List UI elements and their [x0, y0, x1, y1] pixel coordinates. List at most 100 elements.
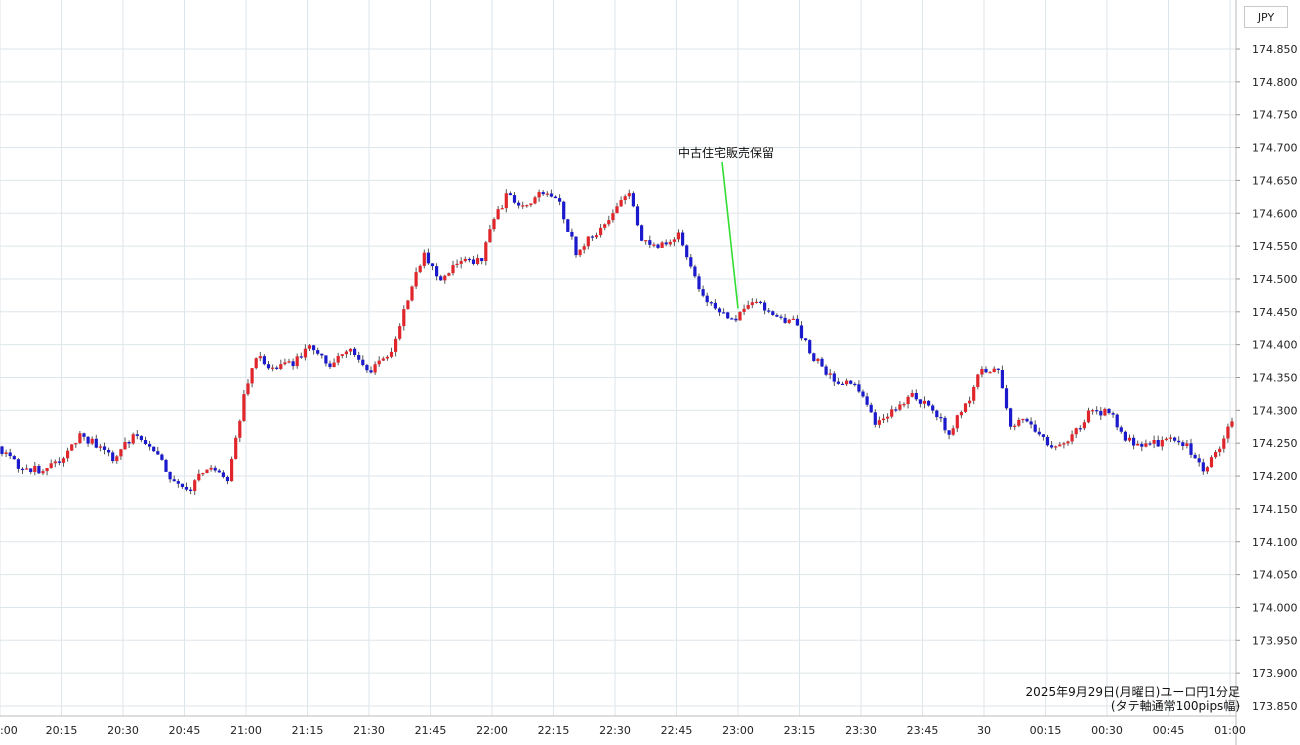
candle-up — [668, 241, 672, 245]
y-tick-label: 174.700 — [1252, 142, 1298, 155]
candle-up — [578, 249, 582, 256]
candle-up — [877, 420, 881, 425]
y-tick-label: 174.200 — [1252, 470, 1298, 483]
candle-down — [1037, 431, 1041, 435]
candle-down — [697, 276, 701, 290]
candle-up — [1205, 467, 1209, 472]
candle-up — [385, 356, 389, 359]
candle-up — [754, 301, 758, 304]
candle-up — [459, 261, 463, 264]
candle-up — [791, 318, 795, 321]
candle-up — [90, 438, 94, 444]
candle-down — [312, 345, 316, 351]
candle-down — [1078, 428, 1082, 430]
candle-down — [107, 449, 111, 453]
candle-up — [476, 258, 480, 264]
candle-down — [1107, 408, 1111, 414]
candle-down — [20, 468, 25, 471]
candle-up — [242, 394, 246, 421]
candle-up — [521, 205, 525, 207]
candle-down — [562, 201, 566, 220]
x-tick-label: 00:30 — [1091, 724, 1123, 737]
y-tick-label: 174.800 — [1252, 76, 1298, 89]
candle-down — [435, 266, 439, 277]
candle-down — [508, 193, 512, 196]
candle-down — [1119, 427, 1123, 432]
candle-down — [553, 196, 558, 199]
candle-down — [324, 355, 328, 364]
candle-down — [681, 232, 685, 246]
candle-down — [726, 312, 730, 319]
candle-up — [201, 472, 205, 475]
candle-up — [373, 364, 377, 373]
candle-up — [644, 240, 648, 242]
candle-up — [582, 246, 586, 250]
candle-up — [4, 452, 8, 454]
candle-up — [394, 338, 398, 352]
candle-down — [426, 252, 430, 264]
candle-up — [1222, 438, 1226, 449]
x-tick-label: 21:00 — [230, 724, 262, 737]
candle-down — [541, 192, 545, 195]
candle-up — [197, 473, 201, 481]
candle-down — [734, 318, 738, 321]
candle-down — [549, 193, 553, 197]
candle-down — [730, 318, 734, 320]
candle-down — [480, 258, 484, 262]
candle-down — [328, 363, 332, 368]
x-tick-label: 22:00 — [476, 724, 508, 737]
y-tick-label: 174.650 — [1252, 174, 1298, 187]
candle-down — [918, 399, 922, 404]
candle-down — [12, 456, 16, 460]
candle-down — [160, 454, 164, 460]
candle-down — [689, 257, 693, 267]
candle-down — [8, 452, 12, 457]
candle-down — [914, 393, 918, 400]
candle-up — [533, 197, 537, 204]
candle-down — [86, 436, 90, 444]
candle-up — [123, 442, 127, 450]
candle-up — [1091, 410, 1095, 412]
candle-up — [611, 213, 615, 221]
candle-up — [1086, 410, 1091, 423]
candle-up — [623, 196, 627, 201]
y-tick-label: 173.850 — [1252, 700, 1298, 713]
x-tick-label: 20:45 — [169, 724, 201, 737]
candle-up — [845, 380, 849, 385]
x-tick-label: 00:45 — [1153, 724, 1185, 737]
x-tick-label: 30 — [977, 724, 991, 737]
candles — [0, 189, 1234, 496]
chart-caption-date: 2025年9月29日(月曜日)ユーロ円1分足 — [1025, 685, 1240, 699]
candle-down — [176, 481, 180, 484]
candle-up — [906, 396, 910, 405]
candle-down — [705, 295, 709, 303]
candle-down — [139, 435, 143, 441]
candle-down — [439, 276, 443, 281]
candle-up — [230, 458, 234, 482]
candle-down — [648, 240, 652, 245]
candle-down — [685, 245, 689, 258]
candle-up — [545, 193, 549, 195]
candle-down — [180, 483, 184, 487]
x-tick-label: 00:15 — [1030, 724, 1062, 737]
candle-up — [61, 458, 66, 463]
candle-up — [246, 383, 250, 395]
candle-down — [262, 356, 266, 365]
candle-down — [849, 380, 853, 384]
candle-down — [709, 302, 713, 304]
y-tick-label: 174.850 — [1252, 43, 1298, 56]
y-tick-label: 174.400 — [1252, 339, 1298, 352]
candle-up — [377, 360, 381, 365]
candle-up — [1058, 444, 1062, 447]
candle-up — [492, 219, 496, 230]
candle-up — [886, 416, 890, 419]
candle-up — [45, 468, 49, 472]
candle-up — [988, 372, 992, 374]
candle-up — [307, 345, 312, 349]
candle-up — [115, 456, 119, 462]
candle-down — [1033, 424, 1037, 432]
candle-down — [189, 489, 193, 491]
candle-down — [1193, 454, 1197, 459]
candle-down — [832, 373, 836, 382]
